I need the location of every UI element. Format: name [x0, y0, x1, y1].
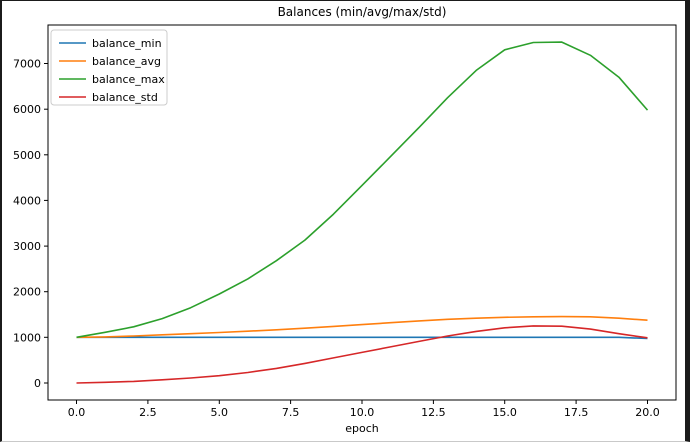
y-tick-label: 2000 — [13, 286, 41, 299]
y-tick-label: 4000 — [13, 194, 41, 207]
legend-entry-balance_std: balance_std — [92, 91, 158, 104]
x-tick-label: 20.0 — [635, 406, 660, 419]
line-balance_min — [76, 336, 648, 340]
x-tick-label: 12.5 — [421, 406, 446, 419]
line-balance_avg — [76, 315, 648, 339]
x-tick-label: 2.5 — [139, 406, 157, 419]
x-tick-label: 7.5 — [282, 406, 300, 419]
legend-box — [50, 29, 168, 106]
y-tick-label: 0 — [34, 377, 41, 390]
chart-title: Balances (min/avg/max/std) — [277, 5, 447, 19]
x-tick-label: 0.0 — [68, 406, 86, 419]
y-tick-label: 6000 — [13, 103, 41, 116]
legend-entry-balance_max: balance_max — [92, 73, 165, 86]
x-tick-label: 17.5 — [564, 406, 589, 419]
x-axis-label: epoch — [345, 422, 379, 435]
x-tick-label: 5.0 — [211, 406, 229, 419]
legend-entry-balance_avg: balance_avg — [92, 55, 161, 68]
y-tick-label: 7000 — [13, 58, 41, 71]
y-tick-label: 5000 — [13, 149, 41, 162]
x-tick-label: 10.0 — [350, 406, 375, 419]
x-tick-label: 15.0 — [492, 406, 517, 419]
legend: balance_min balance_avg balance_maxbalance… — [50, 29, 168, 106]
line-balance_max — [76, 41, 649, 339]
line-balance_std — [76, 325, 648, 384]
y-tick-label: 1000 — [13, 331, 41, 344]
y-tick-label: 3000 — [13, 240, 41, 253]
legend-entry-balance_min: balance_min — [92, 37, 162, 50]
